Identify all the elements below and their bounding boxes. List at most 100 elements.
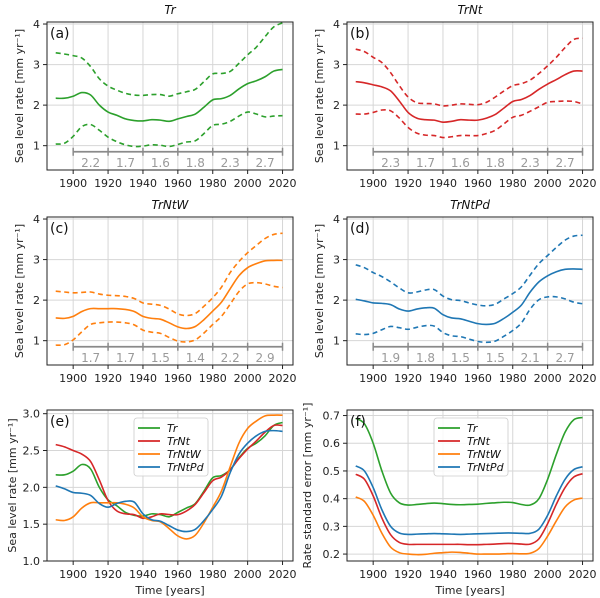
segment-label: 2.7: [256, 156, 275, 170]
x-tick-label: 1900: [359, 177, 387, 190]
x-tick-label: 1960: [164, 372, 192, 385]
panel-label: (f): [350, 414, 366, 430]
x-tick-label: 1900: [359, 372, 387, 385]
legend-label: TrNt: [467, 435, 491, 448]
panel-label: (d): [350, 221, 370, 237]
segment-label: 2.7: [556, 156, 575, 170]
y-tick-label: 1.5: [23, 518, 41, 531]
series-line-trntpd-upper: [355, 234, 583, 307]
panel-c: 1.7 1.7 1.5 1.4 2.2 2.9 1900 1920 1940 1960 1980 20…: [13, 198, 297, 385]
x-tick-label: 1900: [359, 568, 387, 581]
segment-label: 1.7: [81, 351, 100, 365]
x-tick-label: 1900: [59, 372, 87, 385]
x-tick-label: 1940: [429, 372, 457, 385]
y-axis-label: Sea level rate [mm yr⁻¹]: [313, 224, 326, 358]
segment-label: 1.5: [151, 351, 170, 365]
y-tick-label: 3: [33, 59, 40, 72]
segment-label: 2.3: [221, 156, 240, 170]
x-tick-label: 1920: [94, 372, 122, 385]
series-line-trnt: [355, 69, 583, 123]
y-tick-label: 0.2: [323, 548, 341, 561]
series-line-trntw-lower: [55, 281, 283, 347]
series-line-trnt-upper: [355, 37, 583, 107]
x-tick-label: 1940: [129, 372, 157, 385]
x-tick-label: 1900: [59, 568, 87, 581]
segment-label: 1.5: [486, 351, 505, 365]
y-tick-label: 3.0: [23, 408, 41, 421]
y-tick-label: 0.6: [323, 437, 341, 450]
series-line-trntw: [355, 496, 583, 556]
y-tick-label: 2.0: [23, 481, 41, 494]
legend-label: TrNtPd: [467, 461, 505, 474]
panel-title: Tr: [164, 3, 176, 17]
y-tick-label: 2: [333, 294, 340, 307]
x-tick-label: 2000: [534, 177, 562, 190]
segment-label: 1.7: [116, 156, 135, 170]
segment-label: 1.5: [451, 351, 470, 365]
segment-label: 1.7: [116, 351, 135, 365]
axes-frame: [46, 21, 294, 171]
x-tick-label: 1940: [129, 568, 157, 581]
segment-label: 2.2: [81, 156, 100, 170]
y-tick-label: 4: [333, 213, 340, 226]
segment-label: 2.9: [256, 351, 275, 365]
y-tick-label: 1: [333, 140, 340, 153]
series-line-trntw-upper: [55, 232, 283, 317]
panel-label: (e): [50, 414, 70, 430]
x-tick-label: 2000: [534, 568, 562, 581]
axes-frame: [346, 409, 594, 562]
y-axis-label: Sea level rate [mm yr⁻¹]: [13, 224, 26, 358]
y-tick-label: 1: [33, 140, 40, 153]
y-tick-label: 2.5: [23, 445, 41, 458]
segment-label: 1.6: [151, 156, 170, 170]
x-tick-label: 1980: [199, 177, 227, 190]
y-tick-label: 2: [33, 294, 40, 307]
series-line-trntpd-lower: [355, 295, 583, 344]
x-tick-label: 1960: [164, 177, 192, 190]
segment-label: 1.7: [416, 156, 435, 170]
y-tick-label: 4: [33, 213, 40, 226]
x-tick-label: 1940: [429, 568, 457, 581]
x-tick-label: 1920: [94, 568, 122, 581]
axes-frame: [346, 21, 594, 171]
y-tick-label: 0.4: [323, 493, 341, 506]
x-tick-label: 1980: [199, 372, 227, 385]
x-tick-label: 1940: [429, 177, 457, 190]
y-tick-label: 0.5: [323, 465, 341, 478]
axes-frame: [46, 216, 294, 366]
x-tick-label: 1920: [394, 372, 422, 385]
x-tick-label: 2000: [234, 372, 262, 385]
panel-label: (a): [50, 26, 70, 42]
y-tick-label: 3: [33, 254, 40, 267]
panel-a: 2.2 1.7 1.6 1.8 2.3 2.7 1900 1920 1940 1960 1980 20…: [13, 3, 297, 190]
legend-box: [133, 417, 209, 477]
series-line-tr-lower: [55, 111, 283, 148]
x-tick-label: 1960: [464, 568, 492, 581]
legend-label: TrNtPd: [167, 461, 205, 474]
y-axis-label: Sea level rate [mm yr⁻¹]: [6, 418, 19, 552]
segment-label: 2.1: [521, 351, 540, 365]
y-tick-label: 0.7: [323, 410, 341, 423]
x-tick-label: 1980: [499, 177, 527, 190]
panel-e: 1900 1920 1940 1960 1980 2000 2020 1.0 1.5 2.0 2.5…: [6, 408, 297, 597]
x-tick-label: 1920: [394, 568, 422, 581]
x-tick-label: 2020: [569, 372, 597, 385]
y-tick-label: 3: [333, 59, 340, 72]
x-tick-label: 2000: [234, 568, 262, 581]
y-tick-label: 1: [33, 335, 40, 348]
series-line-tr-upper: [55, 22, 283, 98]
x-tick-label: 1960: [164, 568, 192, 581]
panel-d: 1.9 1.8 1.5 1.5 2.1 2.7 1900 1920 1940 1960 1980 20…: [313, 198, 597, 385]
y-axis-label: Sea level rate [mm yr⁻¹]: [313, 29, 326, 163]
x-tick-label: 2020: [569, 177, 597, 190]
x-tick-label: 1900: [59, 177, 87, 190]
panel-label: (c): [50, 221, 69, 237]
x-tick-label: 1920: [94, 177, 122, 190]
legend-label: Tr: [167, 422, 179, 435]
series-line-tr: [355, 416, 583, 507]
x-tick-label: 2020: [269, 372, 297, 385]
x-tick-label: 1920: [394, 177, 422, 190]
series-line-trntpd: [55, 429, 283, 533]
panel-title: TrNt: [457, 3, 483, 17]
